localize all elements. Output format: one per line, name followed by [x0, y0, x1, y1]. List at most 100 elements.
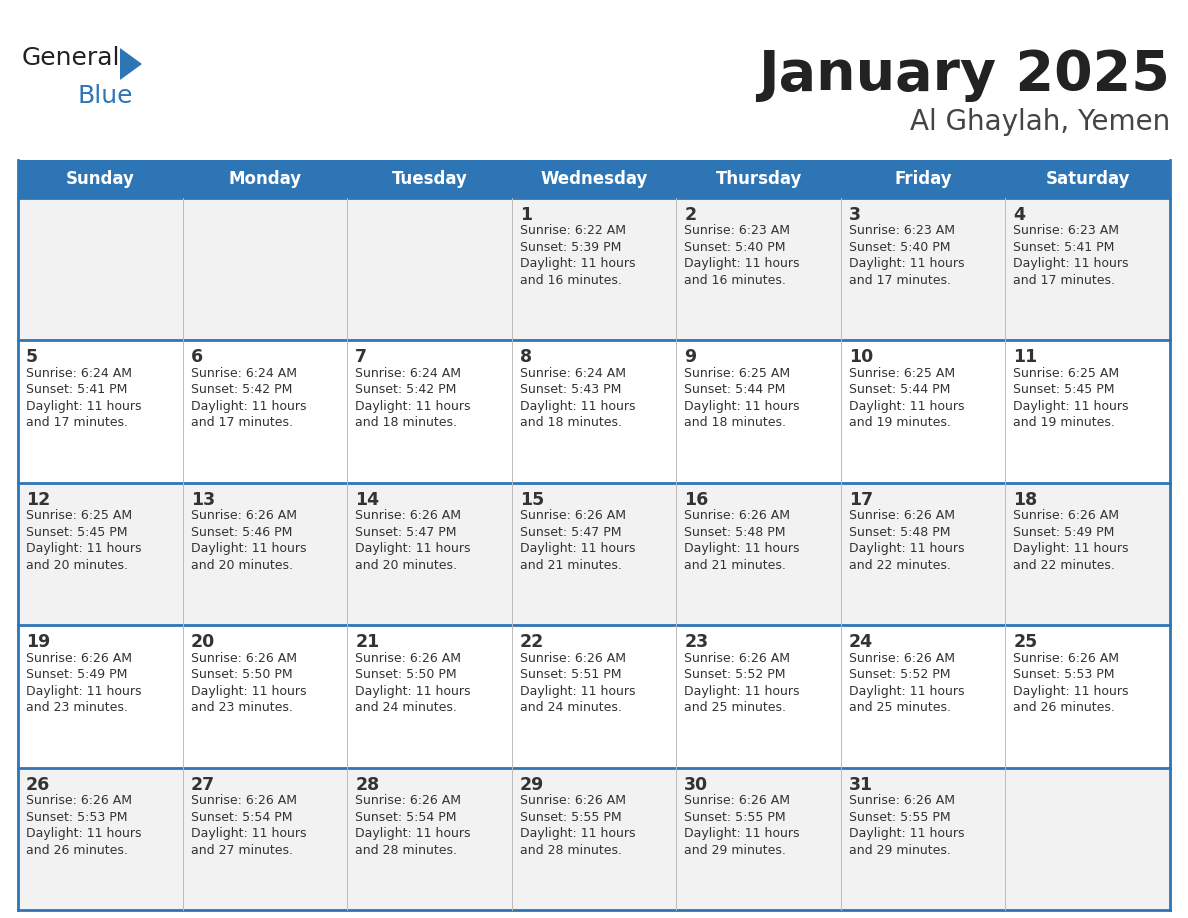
Text: Monday: Monday: [228, 170, 302, 188]
Text: Daylight: 11 hours: Daylight: 11 hours: [190, 543, 307, 555]
Text: Sunrise: 6:26 AM: Sunrise: 6:26 AM: [684, 652, 790, 665]
Text: Sunset: 5:48 PM: Sunset: 5:48 PM: [849, 526, 950, 539]
Text: and 18 minutes.: and 18 minutes.: [684, 417, 786, 430]
Text: and 18 minutes.: and 18 minutes.: [519, 417, 621, 430]
Text: 31: 31: [849, 776, 873, 793]
Text: Sunrise: 6:26 AM: Sunrise: 6:26 AM: [849, 652, 955, 665]
Text: 27: 27: [190, 776, 215, 793]
Text: 30: 30: [684, 776, 708, 793]
Text: Sunrise: 6:24 AM: Sunrise: 6:24 AM: [190, 367, 297, 380]
Text: Daylight: 11 hours: Daylight: 11 hours: [519, 258, 636, 271]
Text: 17: 17: [849, 491, 873, 509]
Text: and 25 minutes.: and 25 minutes.: [849, 701, 950, 714]
Text: Sunset: 5:54 PM: Sunset: 5:54 PM: [190, 811, 292, 823]
Text: and 19 minutes.: and 19 minutes.: [849, 417, 950, 430]
Text: Sunset: 5:44 PM: Sunset: 5:44 PM: [849, 384, 950, 397]
Text: Sunset: 5:44 PM: Sunset: 5:44 PM: [684, 384, 785, 397]
Text: Sunrise: 6:25 AM: Sunrise: 6:25 AM: [26, 509, 132, 522]
Text: Al Ghaylah, Yemen: Al Ghaylah, Yemen: [910, 108, 1170, 136]
Bar: [18, 767, 1170, 910]
Text: Daylight: 11 hours: Daylight: 11 hours: [519, 400, 636, 413]
Text: Daylight: 11 hours: Daylight: 11 hours: [849, 827, 965, 840]
Text: and 16 minutes.: and 16 minutes.: [519, 274, 621, 287]
Text: 6: 6: [190, 349, 203, 366]
Text: and 22 minutes.: and 22 minutes.: [1013, 559, 1116, 572]
Text: 26: 26: [26, 776, 50, 793]
Text: Sunset: 5:42 PM: Sunset: 5:42 PM: [190, 384, 292, 397]
Text: Sunset: 5:49 PM: Sunset: 5:49 PM: [26, 668, 127, 681]
Text: General: General: [23, 46, 120, 70]
Text: and 26 minutes.: and 26 minutes.: [26, 844, 128, 856]
Text: Sunrise: 6:23 AM: Sunrise: 6:23 AM: [1013, 225, 1119, 238]
Text: 18: 18: [1013, 491, 1037, 509]
Text: Sunset: 5:45 PM: Sunset: 5:45 PM: [26, 526, 127, 539]
Text: 15: 15: [519, 491, 544, 509]
Text: Daylight: 11 hours: Daylight: 11 hours: [684, 258, 800, 271]
Text: Sunset: 5:50 PM: Sunset: 5:50 PM: [190, 668, 292, 681]
Text: Sunrise: 6:26 AM: Sunrise: 6:26 AM: [26, 652, 132, 665]
Text: and 23 minutes.: and 23 minutes.: [26, 701, 128, 714]
Text: Tuesday: Tuesday: [392, 170, 467, 188]
Text: and 27 minutes.: and 27 minutes.: [190, 844, 292, 856]
Text: Sunset: 5:53 PM: Sunset: 5:53 PM: [26, 811, 127, 823]
Text: Sunrise: 6:25 AM: Sunrise: 6:25 AM: [849, 367, 955, 380]
Text: Sunset: 5:40 PM: Sunset: 5:40 PM: [684, 241, 785, 254]
Text: Daylight: 11 hours: Daylight: 11 hours: [849, 685, 965, 698]
Text: and 29 minutes.: and 29 minutes.: [849, 844, 950, 856]
Text: 19: 19: [26, 633, 50, 651]
Text: and 26 minutes.: and 26 minutes.: [1013, 701, 1116, 714]
Text: Sunset: 5:47 PM: Sunset: 5:47 PM: [519, 526, 621, 539]
Text: Sunrise: 6:24 AM: Sunrise: 6:24 AM: [26, 367, 132, 380]
Text: 12: 12: [26, 491, 50, 509]
Text: Sunset: 5:48 PM: Sunset: 5:48 PM: [684, 526, 785, 539]
Text: Sunset: 5:46 PM: Sunset: 5:46 PM: [190, 526, 292, 539]
Text: Wednesday: Wednesday: [541, 170, 647, 188]
Text: 22: 22: [519, 633, 544, 651]
Text: Daylight: 11 hours: Daylight: 11 hours: [1013, 543, 1129, 555]
Text: Sunrise: 6:26 AM: Sunrise: 6:26 AM: [1013, 509, 1119, 522]
Text: Daylight: 11 hours: Daylight: 11 hours: [849, 258, 965, 271]
Text: 10: 10: [849, 349, 873, 366]
Text: and 24 minutes.: and 24 minutes.: [355, 701, 457, 714]
Bar: [18, 483, 1170, 625]
Text: Sunrise: 6:25 AM: Sunrise: 6:25 AM: [1013, 367, 1119, 380]
Text: Daylight: 11 hours: Daylight: 11 hours: [684, 543, 800, 555]
Text: Sunrise: 6:26 AM: Sunrise: 6:26 AM: [519, 652, 626, 665]
Text: Sunset: 5:50 PM: Sunset: 5:50 PM: [355, 668, 456, 681]
Bar: [18, 160, 1170, 198]
Text: Sunset: 5:55 PM: Sunset: 5:55 PM: [519, 811, 621, 823]
Text: Sunrise: 6:26 AM: Sunrise: 6:26 AM: [849, 794, 955, 807]
Text: Sunrise: 6:26 AM: Sunrise: 6:26 AM: [190, 794, 297, 807]
Text: and 22 minutes.: and 22 minutes.: [849, 559, 950, 572]
Text: and 25 minutes.: and 25 minutes.: [684, 701, 786, 714]
Text: 9: 9: [684, 349, 696, 366]
Text: and 17 minutes.: and 17 minutes.: [26, 417, 128, 430]
Text: Daylight: 11 hours: Daylight: 11 hours: [519, 685, 636, 698]
Text: Sunrise: 6:26 AM: Sunrise: 6:26 AM: [1013, 652, 1119, 665]
Text: Sunrise: 6:26 AM: Sunrise: 6:26 AM: [684, 794, 790, 807]
Text: Sunset: 5:41 PM: Sunset: 5:41 PM: [26, 384, 127, 397]
Text: and 20 minutes.: and 20 minutes.: [355, 559, 457, 572]
Text: Blue: Blue: [78, 84, 133, 108]
Text: and 21 minutes.: and 21 minutes.: [519, 559, 621, 572]
Text: 5: 5: [26, 349, 38, 366]
Text: Sunrise: 6:26 AM: Sunrise: 6:26 AM: [355, 509, 461, 522]
Text: Sunrise: 6:26 AM: Sunrise: 6:26 AM: [355, 794, 461, 807]
Text: 8: 8: [519, 349, 532, 366]
Text: Daylight: 11 hours: Daylight: 11 hours: [1013, 400, 1129, 413]
Text: 16: 16: [684, 491, 708, 509]
Text: Sunrise: 6:23 AM: Sunrise: 6:23 AM: [684, 225, 790, 238]
Text: Daylight: 11 hours: Daylight: 11 hours: [849, 400, 965, 413]
Text: Sunrise: 6:24 AM: Sunrise: 6:24 AM: [519, 367, 626, 380]
Text: Sunday: Sunday: [65, 170, 134, 188]
Text: Sunset: 5:54 PM: Sunset: 5:54 PM: [355, 811, 456, 823]
Text: Sunset: 5:41 PM: Sunset: 5:41 PM: [1013, 241, 1114, 254]
Text: Daylight: 11 hours: Daylight: 11 hours: [26, 685, 141, 698]
Bar: [18, 341, 1170, 483]
Text: Sunrise: 6:26 AM: Sunrise: 6:26 AM: [684, 509, 790, 522]
Text: Sunrise: 6:26 AM: Sunrise: 6:26 AM: [849, 509, 955, 522]
Text: Sunrise: 6:26 AM: Sunrise: 6:26 AM: [190, 509, 297, 522]
Polygon shape: [120, 48, 143, 80]
Text: Sunrise: 6:26 AM: Sunrise: 6:26 AM: [190, 652, 297, 665]
Text: 21: 21: [355, 633, 379, 651]
